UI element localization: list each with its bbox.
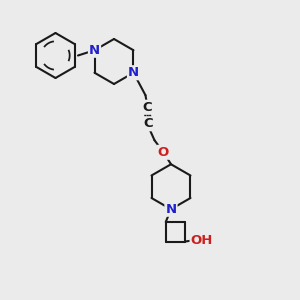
Text: C: C [144, 117, 153, 130]
Text: N: N [165, 203, 176, 216]
Text: N: N [89, 44, 100, 57]
Text: C: C [142, 101, 152, 114]
Text: OH: OH [190, 233, 213, 247]
Text: N: N [128, 66, 139, 79]
Text: O: O [158, 146, 169, 159]
